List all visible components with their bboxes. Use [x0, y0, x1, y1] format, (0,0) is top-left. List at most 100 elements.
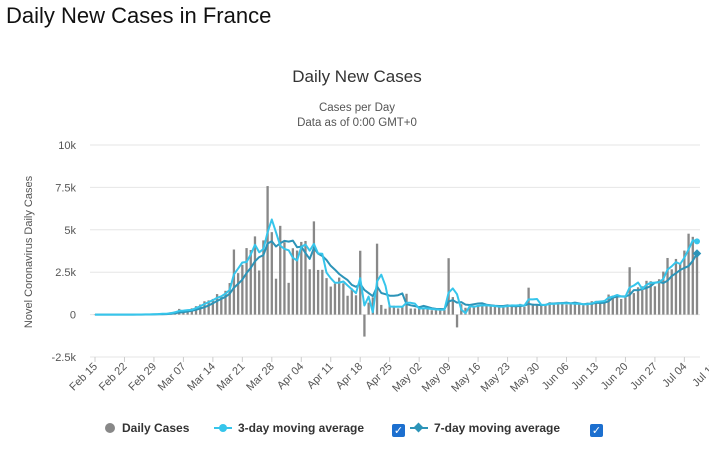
daily-cases-bar: [338, 277, 341, 315]
daily-cases-bar: [413, 308, 417, 315]
three-day-end-marker: [694, 238, 700, 245]
daily-cases-bar: [321, 269, 324, 315]
x-tick-label: Mar 28: [244, 361, 277, 394]
daily-cases-bar: [430, 310, 433, 315]
daily-cases-bar: [476, 305, 480, 315]
grid: [90, 144, 700, 358]
y-ticks: -2.5k 0 2.5k 5k 7.5k 10k: [52, 140, 77, 364]
daily-cases-bar: [308, 269, 311, 315]
daily-cases-bar: [384, 308, 387, 315]
daily-cases-bar: [363, 314, 366, 337]
legend-3day-label: 3-day moving average: [238, 421, 365, 435]
daily-cases-bar: [283, 242, 286, 315]
daily-cases-bar: [561, 301, 564, 315]
daily-cases-bar: [514, 306, 518, 315]
daily-cases-bar: [455, 314, 459, 328]
x-tick-label: Jul 04: [660, 361, 689, 390]
chart-title: Daily New Cases: [292, 67, 421, 86]
daily-cases-bar: [329, 286, 332, 315]
daily-cases-bar: [346, 295, 349, 315]
daily-cases-bar: [325, 278, 328, 315]
x-tick-label: May 23: [479, 361, 513, 395]
y-tick-label: 2.5k: [55, 267, 76, 279]
daily-cases-bar: [687, 233, 690, 315]
daily-cases-bar: [224, 290, 227, 315]
daily-cases-bar: [620, 299, 623, 315]
daily-cases-bar: [535, 305, 539, 315]
daily-cases-bar: [447, 258, 450, 315]
daily-cases-bar: [262, 240, 265, 315]
daily-cases-bar: [636, 287, 640, 315]
page-title: Daily New Cases in France: [6, 3, 272, 28]
daily-cases-bar: [670, 269, 673, 315]
daily-cases-bar: [590, 301, 593, 315]
daily-cases-bar: [249, 249, 252, 315]
daily-cases-bar: [354, 295, 358, 315]
x-tick-label: Feb 29: [126, 361, 159, 394]
daily-cases-bar: [304, 240, 307, 315]
x-tick-label: Feb 22: [97, 361, 130, 394]
daily-cases-bar: [270, 232, 273, 315]
daily-cases-bar: [426, 309, 429, 315]
daily-cases-bar: [388, 305, 391, 315]
daily-cases-bar: [645, 280, 648, 315]
y-axis-label: Novel Coronavirus Daily Cases: [23, 175, 35, 328]
daily-cases-bar: [594, 300, 598, 315]
daily-cases-bar: [653, 286, 657, 315]
x-tick-label: Apr 11: [305, 361, 336, 392]
daily-cases-bar: [502, 306, 505, 315]
legend-bar-marker-icon: [105, 423, 115, 433]
bars-layer: [93, 186, 699, 337]
daily-cases-bar: [569, 303, 572, 315]
daily-cases-bar: [258, 270, 261, 315]
daily-cases-bar: [695, 253, 699, 315]
daily-cases-bar: [472, 305, 476, 315]
y-tick-label: 10k: [58, 140, 76, 152]
y-tick-label: 5k: [64, 225, 76, 237]
daily-cases-bar: [464, 307, 467, 315]
daily-cases-bar: [434, 308, 438, 315]
daily-cases-bar: [228, 283, 231, 315]
x-tick-label: May 16: [449, 361, 483, 395]
daily-cases-bar: [497, 307, 501, 315]
x-tick-label: May 30: [508, 361, 542, 395]
daily-cases-bar: [241, 264, 244, 315]
lines-layer: [95, 218, 702, 316]
daily-cases-bar: [582, 305, 585, 315]
daily-cases-bar: [628, 267, 631, 315]
legend-daily-cases[interactable]: Daily Cases: [105, 421, 189, 435]
x-tick-label: Apr 18: [334, 361, 365, 392]
daily-cases-bar: [316, 269, 320, 315]
daily-cases-bar: [443, 309, 446, 315]
daily-cases-bar: [641, 286, 644, 315]
daily-cases-bar: [312, 221, 316, 315]
daily-cases-bar: [232, 249, 236, 315]
daily-cases-bar: [417, 308, 421, 315]
daily-cases-bar: [603, 300, 606, 315]
legend-7day-label: 7-day moving average: [434, 421, 561, 435]
legend-7day-average[interactable]: 7-day moving average: [410, 421, 560, 435]
daily-cases-bar: [481, 305, 484, 315]
daily-cases-bar: [279, 225, 282, 315]
x-tick-label: Mar 21: [215, 361, 248, 394]
daily-cases-bar: [577, 303, 581, 315]
daily-cases-bar: [624, 296, 627, 315]
daily-cases-bar: [422, 307, 425, 315]
y-tick-label: 7.5k: [55, 182, 76, 194]
legend-3day-average[interactable]: 3-day moving average: [214, 421, 364, 435]
toggle-3day-checkbox[interactable]: ✓: [392, 424, 405, 437]
daily-cases-bar: [552, 304, 556, 315]
daily-cases-bar: [245, 248, 248, 315]
daily-cases-bar: [211, 298, 215, 315]
daily-cases-bar: [540, 304, 543, 315]
daily-cases-bar: [556, 303, 560, 315]
daily-cases-bar: [439, 309, 442, 315]
chart-subtitle-date: Data as of 0:00 GMT+0: [297, 117, 417, 129]
daily-cases-bar: [236, 273, 240, 315]
toggle-7day-checkbox[interactable]: ✓: [590, 424, 603, 437]
daily-cases-bar: [333, 283, 337, 315]
daily-cases-bar: [300, 241, 303, 315]
legend-7day-line-icon: [410, 422, 428, 433]
daily-cases-bar: [510, 305, 513, 315]
seven-day-end-marker: [692, 249, 702, 258]
